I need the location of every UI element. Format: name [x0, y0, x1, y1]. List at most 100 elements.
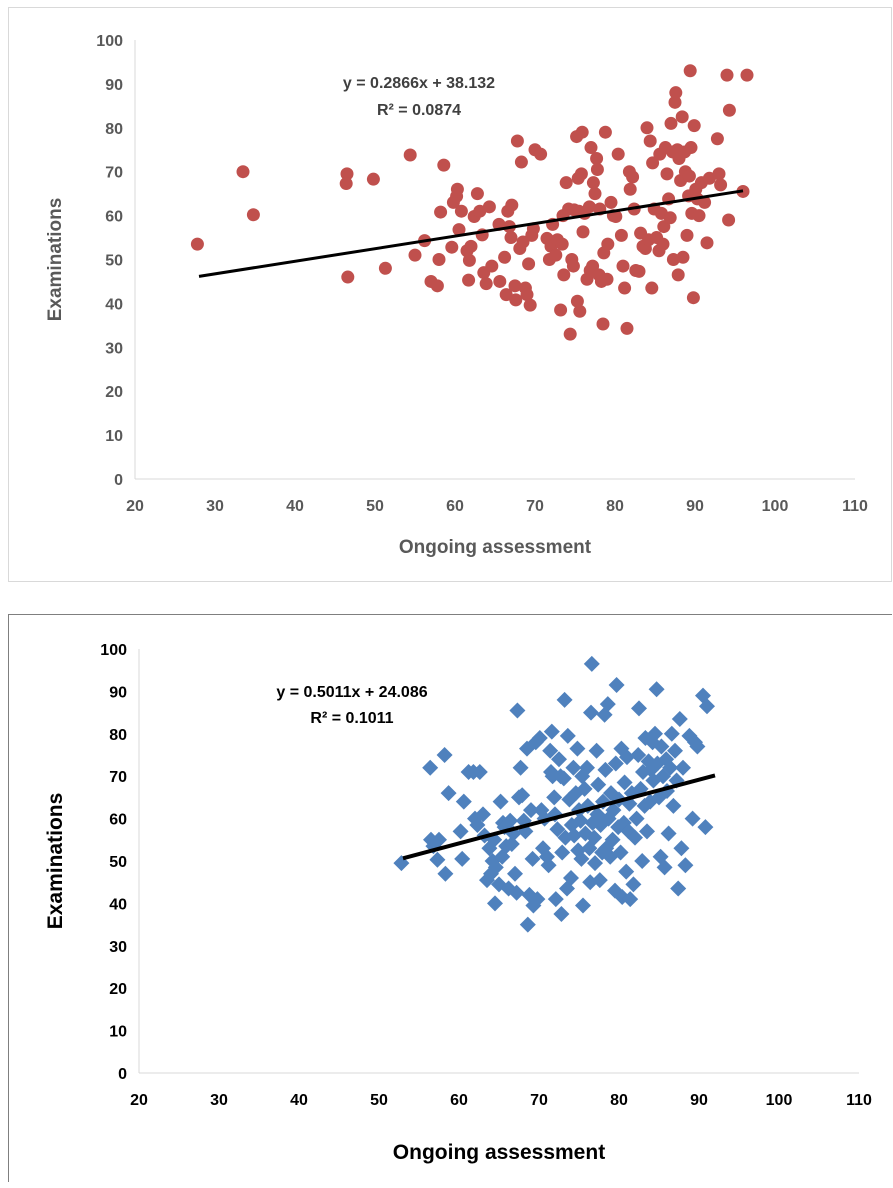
data-point [482, 200, 496, 214]
r-squared-label: R² = 0.0874 [377, 102, 461, 119]
data-point [647, 725, 663, 742]
data-point [487, 859, 504, 876]
x-tick-label: 80 [610, 1092, 628, 1109]
y-tick-label: 90 [105, 77, 123, 94]
data-point [434, 205, 448, 219]
data-point [597, 761, 614, 778]
data-point [503, 836, 520, 853]
data-point [584, 141, 598, 155]
data-point [521, 886, 538, 903]
x-tick-label: 90 [686, 498, 704, 515]
data-point [618, 863, 635, 880]
data-point [648, 681, 665, 698]
x-tick-label: 110 [842, 498, 868, 515]
data-point [675, 110, 689, 124]
data-point [549, 821, 566, 838]
data-point [430, 279, 444, 293]
data-point [452, 223, 466, 237]
data-point [591, 872, 608, 889]
data-point [634, 853, 651, 869]
scatter-chart-top: 0 10 20 30 40 50 60 70 80 90 100 20 30 40 50 60 70 80 90 10… [45, 33, 868, 558]
data-point [722, 103, 736, 117]
x-tick-label: 70 [530, 1092, 548, 1109]
y-tick-label: 60 [105, 209, 123, 226]
data-point [600, 272, 614, 286]
data-point [613, 740, 630, 757]
data-point [340, 167, 354, 181]
data-point [246, 208, 260, 222]
data-point [542, 742, 559, 759]
data-point [566, 259, 580, 273]
data-point [630, 747, 647, 763]
data-point [614, 889, 631, 906]
data-point [563, 869, 579, 886]
data-point [671, 710, 688, 727]
data-point [656, 859, 673, 876]
data-point [660, 825, 677, 842]
data-point [462, 253, 476, 267]
data-point [673, 840, 690, 857]
data-point [509, 293, 523, 307]
data-point [440, 785, 457, 802]
data-point [485, 259, 499, 273]
data-point [720, 68, 734, 82]
data-point [623, 182, 637, 196]
data-point [431, 831, 447, 848]
data-point [640, 121, 654, 135]
data-point [408, 248, 422, 262]
data-point [547, 891, 564, 908]
data-point [700, 236, 714, 250]
data-point [519, 916, 536, 933]
data-point [455, 793, 472, 810]
data-point [555, 770, 572, 787]
data-point [570, 294, 584, 308]
y-tick-label: 40 [109, 896, 127, 913]
y-axis-title: Examinations [44, 793, 67, 930]
data-point [579, 759, 595, 776]
data-point [570, 842, 587, 859]
data-point [646, 156, 660, 170]
data-point [499, 288, 513, 302]
data-point [378, 261, 392, 275]
data-point [722, 213, 736, 227]
data-point [677, 857, 694, 874]
data-point [667, 742, 683, 759]
data-point [454, 850, 471, 867]
x-tick-label: 80 [606, 498, 624, 515]
y-tick-label: 30 [109, 939, 127, 956]
data-point [600, 810, 617, 827]
x-tick-label: 90 [690, 1092, 708, 1109]
data-point [662, 759, 679, 776]
data-point [559, 176, 573, 190]
data-point [588, 742, 605, 759]
x-tick-label: 30 [210, 1092, 228, 1109]
data-point [619, 749, 635, 766]
data-point [598, 125, 612, 139]
x-tick-label: 70 [526, 498, 544, 515]
data-point [576, 225, 590, 239]
data-point [680, 228, 694, 242]
data-point [471, 763, 488, 780]
data-point [586, 176, 600, 190]
y-tick-label: 0 [118, 1066, 127, 1083]
data-point [462, 273, 476, 287]
data-point [190, 237, 204, 251]
data-point [551, 751, 567, 768]
data-point [437, 865, 454, 882]
data-point [631, 700, 647, 717]
data-point [643, 761, 659, 778]
data-point [639, 823, 655, 840]
x-tick-label: 100 [766, 1092, 793, 1109]
data-point [684, 141, 698, 155]
data-point [671, 268, 685, 282]
data-point [604, 195, 618, 209]
y-tick-label: 30 [105, 340, 123, 357]
data-point [576, 780, 593, 797]
x-tick-label: 40 [290, 1092, 308, 1109]
y-tick-label: 60 [109, 812, 127, 829]
data-point [508, 279, 522, 293]
data-point [339, 177, 353, 191]
data-point [557, 268, 571, 282]
data-point [445, 240, 459, 254]
data-point [684, 810, 701, 827]
